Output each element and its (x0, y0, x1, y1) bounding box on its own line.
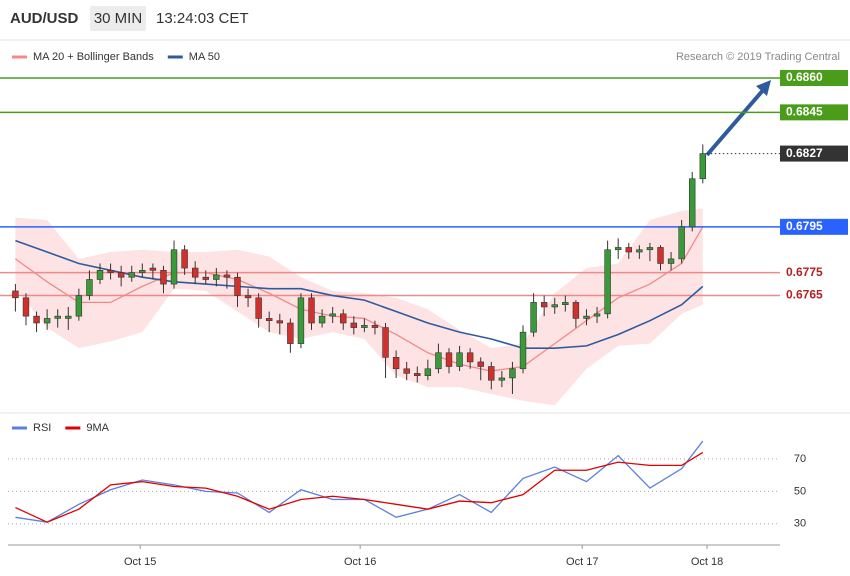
candle-body (678, 226, 685, 260)
level-label: 0.6827 (786, 146, 823, 160)
candle-body (266, 318, 273, 322)
candle-body (424, 368, 432, 376)
candle-body (614, 247, 622, 251)
candle-body (350, 322, 358, 328)
candle-body (65, 315, 72, 319)
candle-body (308, 297, 315, 324)
candle-body (414, 373, 421, 376)
candle-body (128, 272, 135, 278)
candle-body (181, 249, 188, 269)
candle-body (255, 297, 262, 319)
y-tick-label: 50 (794, 485, 806, 497)
legend-label: RSI (33, 422, 51, 434)
candle-body (234, 276, 241, 296)
symbol: AUD/USD (10, 10, 79, 27)
x-tick-label: Oct 18 (691, 556, 723, 568)
candle-body (12, 290, 19, 299)
candle-body (445, 352, 453, 367)
candle-body (43, 318, 51, 324)
candle-body (583, 315, 590, 319)
candle-body (213, 274, 220, 280)
candle-body (170, 249, 178, 285)
candle-body (657, 247, 664, 264)
candle-body (604, 249, 611, 315)
y-tick-label: 30 (794, 518, 806, 530)
candle-body (287, 322, 294, 344)
interval-box (90, 6, 146, 31)
x-tick-label: Oct 16 (344, 556, 376, 568)
candle-body (117, 272, 125, 278)
legend-label: 9MA (86, 422, 109, 434)
candle-body (340, 313, 347, 324)
candle-body (371, 324, 379, 328)
candle-body (667, 258, 675, 264)
candle-body (392, 357, 400, 370)
candle-body (540, 302, 548, 308)
level-label-box (780, 145, 848, 162)
level-label: 0.6765 (786, 288, 823, 302)
candle-body (625, 247, 632, 253)
candle-body (498, 377, 506, 381)
candle-body (33, 315, 40, 324)
candle-body (318, 315, 326, 324)
candle-body (96, 270, 104, 280)
candle-body (572, 302, 580, 319)
candle-body (54, 315, 61, 319)
candle-body (530, 302, 537, 333)
bollinger-band (15, 208, 703, 406)
candle-body (403, 368, 410, 374)
legend-label: MA 50 (189, 51, 220, 63)
level-label: 0.6775 (786, 265, 823, 279)
candle-body (244, 295, 252, 299)
x-tick-label: Oct 17 (566, 556, 598, 568)
candle-body (466, 352, 474, 363)
rsi-line (15, 440, 704, 523)
candle-body (75, 295, 83, 317)
level-label-box (780, 218, 848, 235)
level-label: 0.6845 (786, 105, 823, 119)
candle-body (699, 153, 707, 180)
candle-body (22, 297, 30, 317)
candle-body (456, 352, 463, 367)
copyright: Research © 2019 Trading Central (676, 51, 840, 63)
level-label: 0.6860 (786, 70, 823, 84)
forecast-arrow-head (756, 80, 771, 96)
legend-label: MA 20 + Bollinger Bands (33, 51, 154, 63)
candle-body (297, 297, 305, 344)
candle-body (509, 368, 516, 379)
time: 13:24:03 CET (156, 10, 249, 27)
candle-body (488, 366, 495, 381)
candle-body (551, 304, 558, 308)
candle-body (202, 276, 209, 280)
candle-body (276, 320, 283, 324)
candle-body (361, 324, 368, 328)
candle-body (160, 270, 167, 285)
y-tick-label: 70 (794, 453, 806, 465)
candle-body (646, 247, 654, 251)
candle-body (689, 178, 696, 228)
forecast-arrow (705, 87, 766, 157)
candle-body (593, 313, 601, 317)
candle-body (636, 249, 643, 253)
candle-body (435, 352, 442, 370)
candle-body (107, 270, 114, 273)
candle-body (382, 327, 389, 358)
candle-body (223, 274, 231, 278)
candle-body (139, 270, 146, 273)
candle-body (519, 331, 527, 370)
rsi-line (15, 451, 704, 523)
candle-body (477, 361, 484, 367)
level-label-box (780, 70, 848, 87)
x-tick-label: Oct 15 (124, 556, 156, 568)
level-label: 0.6795 (786, 219, 823, 233)
interval: 30 MIN (94, 10, 142, 27)
candle-body (191, 267, 199, 278)
level-label-box (780, 104, 848, 121)
candle-body (562, 302, 569, 305)
candle-body (86, 279, 93, 296)
candle-body (329, 313, 336, 317)
candle-body (149, 267, 157, 271)
